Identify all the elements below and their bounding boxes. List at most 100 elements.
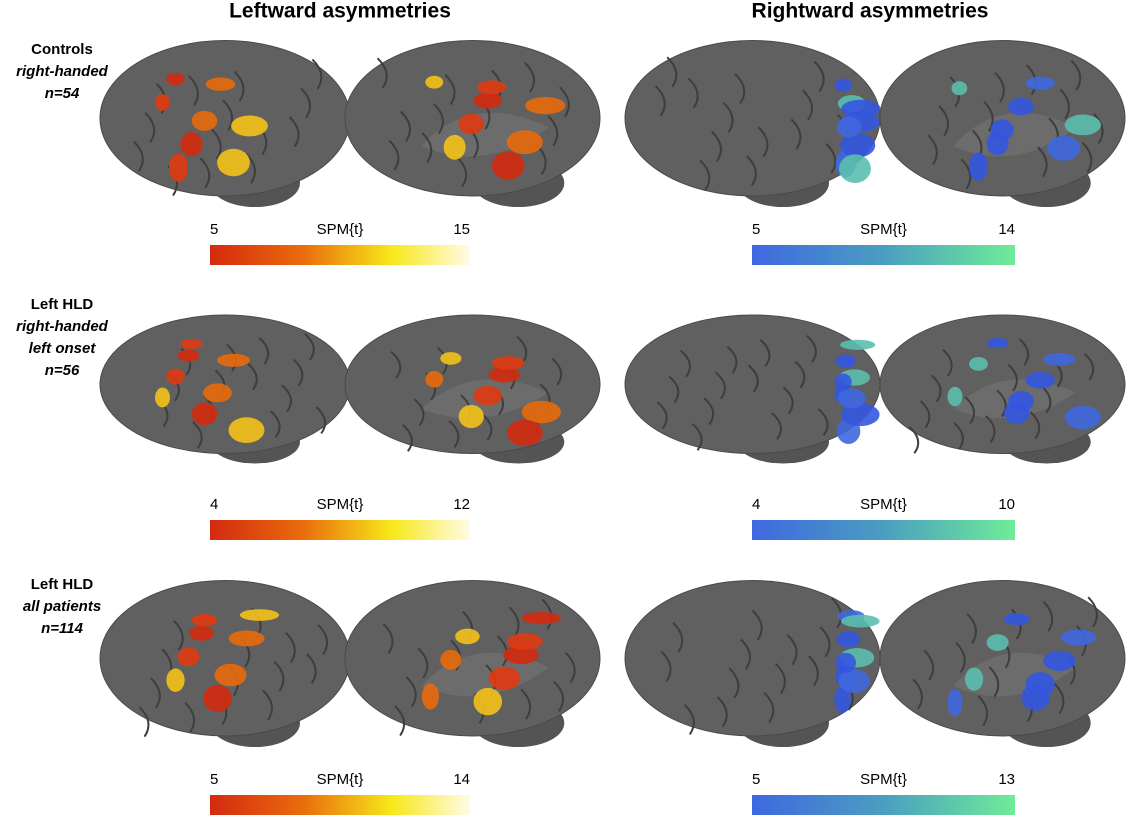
activation — [947, 386, 963, 407]
brain-sulcus — [210, 128, 222, 160]
brain-sulcus — [966, 613, 977, 645]
activation — [838, 669, 870, 694]
brain-sulcus — [444, 74, 456, 106]
colorbar-label: SPM{t} — [860, 221, 907, 238]
brain-sulcus — [794, 360, 806, 389]
activation — [969, 152, 988, 181]
brain-sulcus — [300, 87, 311, 119]
brain-sulcus — [222, 99, 234, 131]
activation — [1025, 76, 1055, 90]
activation — [177, 349, 200, 362]
colorbar-label: SPM{t} — [317, 221, 364, 238]
brain-sulcus — [819, 626, 831, 658]
activation — [214, 663, 247, 687]
activation — [506, 633, 543, 650]
brain-sulcus — [919, 400, 931, 429]
brain-sulcus — [138, 706, 150, 738]
activation — [217, 353, 250, 367]
brain-sulcus — [703, 397, 715, 426]
activation — [947, 688, 963, 717]
activation — [191, 613, 218, 627]
brain-sulcus — [996, 389, 1007, 418]
brain-sulcus — [1081, 141, 1093, 173]
activation — [166, 668, 185, 692]
brain-sulcus — [912, 678, 923, 710]
column-title: Leftward asymmetries — [229, 0, 451, 23]
brain-sulcus — [666, 56, 678, 88]
brain-sulcus — [508, 606, 520, 638]
activation — [203, 383, 232, 403]
activation — [473, 385, 503, 406]
activation — [1060, 629, 1097, 646]
brain-sulcus — [520, 688, 532, 720]
brain-sulcus — [1083, 352, 1095, 381]
brain-sulcus — [269, 410, 281, 438]
activation — [491, 151, 525, 180]
brain-sulcus — [285, 632, 296, 663]
brain-sulcus — [1093, 113, 1104, 144]
activation — [1008, 390, 1035, 412]
brain-sulcus — [775, 663, 786, 694]
colorbar-max: 15 — [453, 221, 470, 238]
row-n: n=54 — [45, 85, 80, 102]
brain-sulcus — [790, 118, 802, 150]
activation — [986, 634, 1009, 651]
activation — [1047, 135, 1081, 161]
colorbar-min: 4 — [752, 496, 760, 513]
colorbar-label: SPM{t} — [317, 496, 364, 513]
row-group: Left HLD — [31, 296, 94, 313]
activation — [834, 78, 852, 92]
brain-sulcus — [311, 58, 323, 90]
brain-sulcus — [315, 406, 327, 435]
activation — [191, 110, 218, 131]
activation — [239, 609, 280, 621]
activation — [217, 148, 250, 177]
colorbar — [752, 795, 1015, 815]
brain-sulcus — [382, 623, 394, 655]
activation — [1025, 371, 1055, 389]
activation — [837, 388, 866, 409]
brain-sulcus — [1037, 146, 1048, 178]
activation — [1008, 97, 1035, 116]
brain-sulcus — [763, 691, 775, 723]
activation — [189, 625, 214, 641]
brain-sulcus — [376, 57, 388, 89]
brain-sulcus — [388, 139, 400, 171]
brain-sulcus — [144, 111, 156, 143]
activation — [228, 630, 265, 647]
column-title: Rightward asymmetries — [752, 0, 989, 23]
brain-sulcus — [417, 647, 429, 679]
brain-sulcus — [747, 364, 759, 393]
brain-sulcus — [305, 653, 317, 684]
brain-sulcus — [813, 60, 825, 92]
brain-sulcus — [806, 334, 817, 363]
activation — [521, 612, 561, 625]
brain-sulcus — [481, 413, 493, 441]
brain-sulcus — [133, 140, 144, 172]
brain-sulcus — [734, 73, 746, 105]
brain-sulcus — [716, 696, 728, 728]
brain-sulcus — [433, 103, 444, 134]
activation — [834, 373, 852, 391]
brain-sulcus — [654, 85, 666, 117]
colorbar — [210, 795, 470, 815]
activation — [1025, 672, 1055, 697]
activation — [205, 77, 236, 91]
colorbar-label: SPM{t} — [317, 771, 364, 788]
activation — [506, 419, 543, 446]
brain-sulcus — [172, 619, 184, 651]
activation — [488, 666, 521, 690]
colorbar-label: SPM{t} — [860, 771, 907, 788]
row-group: Left HLD — [31, 576, 94, 593]
brain-sulcus — [564, 651, 576, 683]
activation — [177, 647, 200, 667]
brain-sulcus — [1087, 596, 1098, 628]
activation — [951, 81, 968, 96]
brain-sulcus — [672, 622, 684, 653]
brain-sulcus — [699, 159, 711, 191]
brain-sulcus — [233, 70, 245, 102]
activation — [506, 130, 543, 155]
brain-sulcus — [394, 705, 406, 737]
colorbar-max: 14 — [453, 771, 470, 788]
brain-sulcus — [711, 130, 722, 162]
